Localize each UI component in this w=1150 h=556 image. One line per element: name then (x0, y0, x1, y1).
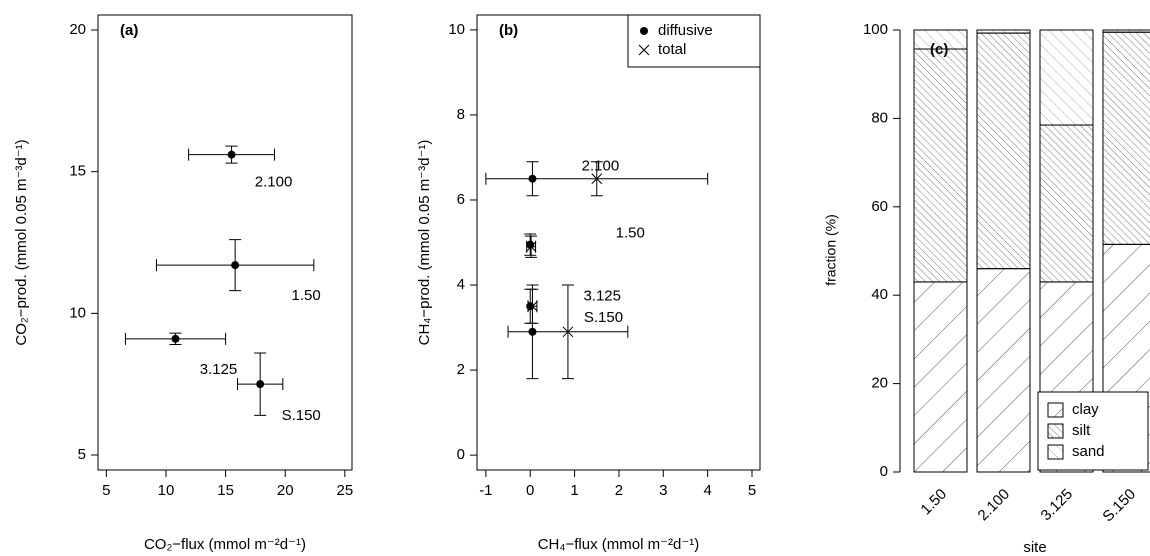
legend-label: sand (1072, 443, 1105, 460)
x-tick-label: 10 (158, 482, 175, 499)
y-tick-label: 6 (457, 191, 465, 208)
y-tick-label: 100 (863, 21, 888, 38)
y-tick-label: 4 (457, 276, 465, 293)
panel-title: (a) (120, 22, 138, 39)
legend-marker (640, 27, 648, 35)
point (591, 173, 603, 185)
bar-segment (1039, 124, 1094, 283)
x-tick-label: 3.125 (1038, 486, 1077, 525)
point (227, 150, 236, 159)
bar-segment (976, 268, 1031, 473)
x-tick-label: 25 (337, 482, 354, 499)
y-axis-label: fraction (%) (823, 214, 839, 286)
legend-label: silt (1072, 422, 1091, 439)
legend-swatch (1047, 402, 1064, 418)
legend-marker (638, 44, 650, 56)
x-tick-label: 15 (217, 482, 234, 499)
point-label: 1.50 (616, 225, 645, 242)
x-axis-label: CO₂−flux (mmol m⁻²d⁻¹) (144, 536, 306, 553)
bar-segment (976, 29, 1031, 34)
bar-segment (1102, 31, 1150, 245)
bar-segment (913, 48, 968, 283)
panel-title: (b) (499, 22, 518, 39)
point (231, 261, 240, 270)
x-tick-label: 3 (659, 482, 667, 499)
x-tick-label: 0 (526, 482, 534, 499)
point (525, 241, 537, 253)
y-tick-label: 15 (69, 163, 86, 180)
point (527, 300, 538, 312)
legend-swatch (1047, 423, 1064, 439)
bar-segment (913, 29, 968, 50)
point (256, 380, 265, 389)
x-tick-label: 20 (277, 482, 294, 499)
x-axis-label: site (1023, 539, 1046, 556)
legend-box (627, 14, 761, 68)
y-axis-label: CH₄−prod. (mmol 0.05 m⁻³d⁻¹) (416, 140, 433, 346)
point-label: S.150 (282, 407, 321, 424)
y-tick-label: 0 (457, 446, 465, 463)
point-label: S.150 (584, 309, 623, 326)
y-tick-label: 8 (457, 106, 465, 123)
point-label: 3.125 (583, 287, 621, 304)
y-tick-label: 40 (871, 286, 888, 303)
point-label: 2.100 (255, 174, 293, 191)
point-label: 2.100 (582, 158, 620, 175)
x-tick-label: 2.100 (975, 486, 1014, 525)
y-tick-label: 20 (871, 375, 888, 392)
point (562, 326, 574, 338)
legend-label: total (658, 41, 686, 58)
bar-segment (913, 281, 968, 473)
x-axis-label: CH₄−flux (mmol m⁻²d⁻¹) (538, 536, 700, 553)
x-tick-label: 1.50 (917, 486, 950, 519)
y-tick-label: 20 (69, 21, 86, 38)
plot-frame (97, 14, 353, 471)
y-tick-label: 2 (457, 361, 465, 378)
bar-segment (976, 32, 1031, 270)
plot-frame (476, 14, 761, 471)
x-tick-label: S.150 (1099, 486, 1139, 526)
legend-label: diffusive (658, 22, 713, 39)
y-axis-label: CO₂−prod. (mmol 0.05 m⁻³d⁻¹) (13, 139, 30, 345)
bar-segment (1102, 29, 1150, 33)
y-tick-label: 80 (871, 109, 888, 126)
point (171, 334, 180, 343)
bar-segment (1039, 29, 1094, 126)
y-tick-label: 60 (871, 198, 888, 215)
x-tick-label: -1 (479, 482, 492, 499)
x-tick-label: 5 (748, 482, 756, 499)
legend-swatch (1047, 444, 1064, 460)
x-tick-label: 1 (570, 482, 578, 499)
x-tick-label: 4 (703, 482, 711, 499)
y-tick-label: 5 (78, 446, 86, 463)
x-tick-label: 2 (615, 482, 623, 499)
point-label: 3.125 (200, 361, 238, 378)
point-label: 1.50 (292, 287, 321, 304)
y-tick-label: 10 (69, 304, 86, 321)
legend-label: clay (1072, 401, 1099, 418)
y-tick-label: 10 (448, 21, 465, 38)
x-tick-label: 5 (102, 482, 110, 499)
y-tick-label: 0 (880, 463, 888, 480)
